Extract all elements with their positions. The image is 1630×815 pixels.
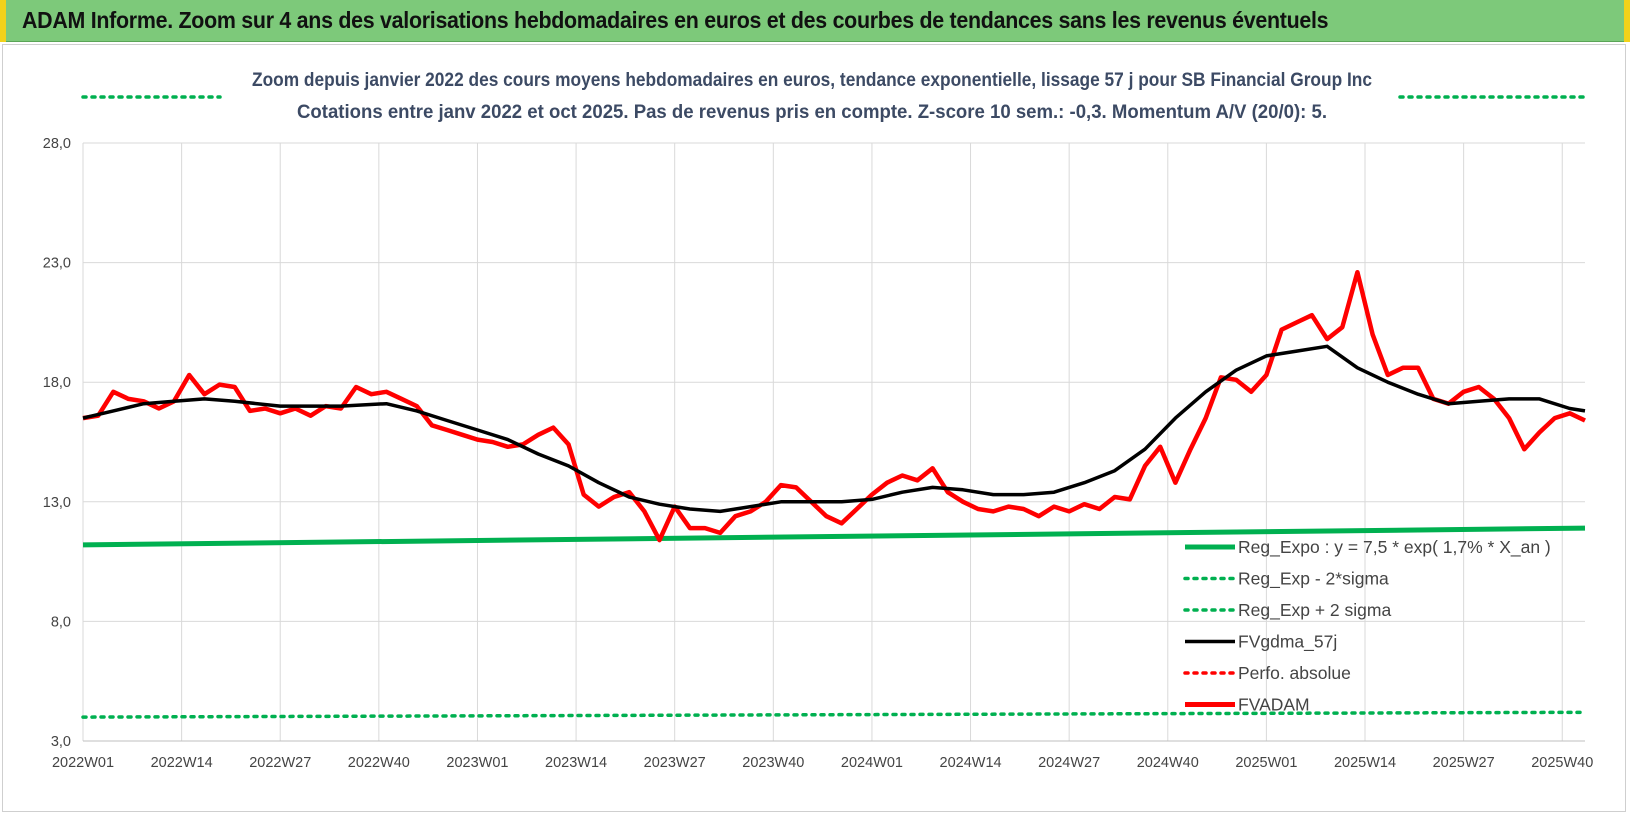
y-tick-label: 23,0 xyxy=(43,256,71,272)
x-tick-label: 2025W14 xyxy=(1334,755,1396,771)
x-tick-label: 2022W14 xyxy=(151,755,213,771)
legend-label-perfo: Perfo. absolue xyxy=(1238,663,1351,683)
y-axis: 3,0 8,0 13,0 18,0 23,0 28,0 xyxy=(43,136,71,750)
x-tick-label: 2023W14 xyxy=(545,755,607,771)
x-tick-label: 2023W01 xyxy=(446,755,508,771)
chart-frame xyxy=(2,44,1626,812)
x-tick-label: 2024W40 xyxy=(1137,755,1199,771)
x-tick-label: 2023W27 xyxy=(644,755,706,771)
chart-title-line1: Zoom depuis janvier 2022 des cours moyen… xyxy=(252,69,1372,91)
banner-accent-left xyxy=(0,0,6,42)
legend-label-minus2: Reg_Exp - 2*sigma xyxy=(1238,569,1389,590)
y-tick-label: 28,0 xyxy=(43,136,71,152)
x-axis: 2022W01 2022W14 2022W27 2022W40 2023W01 2023W… xyxy=(52,755,1593,771)
x-tick-label: 2022W27 xyxy=(249,755,311,771)
page-title: ADAM Informe. Zoom sur 4 ans des valoris… xyxy=(22,7,1329,33)
x-tick-label: 2022W40 xyxy=(348,755,410,771)
y-tick-label: 13,0 xyxy=(43,495,71,511)
x-tick-label: 2025W40 xyxy=(1531,755,1593,771)
grid xyxy=(82,142,1585,742)
legend-label-plus2: Reg_Exp + 2 sigma xyxy=(1238,600,1391,621)
legend: Reg_Expo : y = 7,5 * exp( 1,7% * X_an ) R… xyxy=(1183,537,1551,715)
banner-accent-right xyxy=(1624,0,1630,42)
header-banner: ADAM Informe. Zoom sur 4 ans des valoris… xyxy=(0,0,1630,42)
legend-label-fvgdma: FVgdma_57j xyxy=(1238,632,1337,653)
legend-label-fvadam: FVADAM xyxy=(1238,695,1310,715)
chart-title-line2: Cotations entre janv 2022 et oct 2025. P… xyxy=(297,101,1327,123)
x-tick-label: 2024W01 xyxy=(841,755,903,771)
series-fvgdma xyxy=(82,344,1586,514)
series-reg-expo xyxy=(82,525,1586,548)
series-minus2sigma xyxy=(81,710,1587,719)
x-tick-label: 2024W14 xyxy=(940,755,1002,771)
y-tick-label: 3,0 xyxy=(51,734,71,750)
series-group xyxy=(81,95,1587,719)
x-tick-label: 2023W40 xyxy=(742,755,804,771)
y-tick-label: 18,0 xyxy=(43,375,71,391)
x-tick-label: 2025W27 xyxy=(1433,755,1495,771)
y-tick-label: 8,0 xyxy=(51,614,71,630)
legend-label-reg_expo: Reg_Expo : y = 7,5 * exp( 1,7% * X_an ) xyxy=(1238,537,1551,558)
x-tick-label: 2022W01 xyxy=(52,755,114,771)
x-tick-label: 2025W01 xyxy=(1235,755,1297,771)
x-tick-label: 2024W27 xyxy=(1038,755,1100,771)
